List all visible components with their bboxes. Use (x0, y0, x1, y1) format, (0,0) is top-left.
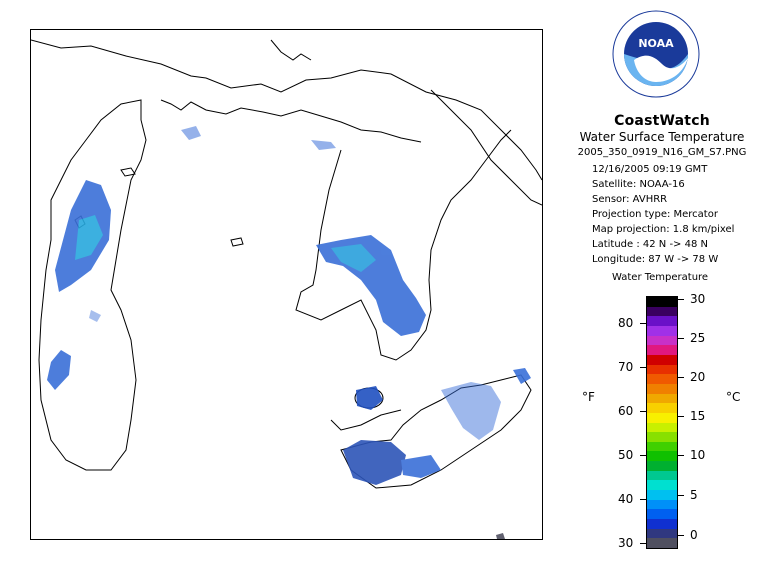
celsius-tick-label: 0 (690, 528, 698, 542)
map-panel[interactable] (30, 29, 543, 540)
datetime-label: 12/16/2005 09:19 GMT (592, 164, 708, 175)
sst-patch-lake-erie-east (441, 382, 501, 440)
projection-type-label: Projection type: Mercator (592, 209, 718, 220)
color-scale-band (647, 538, 677, 549)
color-scale-band (647, 480, 677, 491)
celsius-tick-label: 25 (690, 331, 706, 345)
filename-label: 2005_350_0919_N16_GM_S7.PNG (577, 147, 747, 158)
color-scale-band (647, 345, 677, 356)
legend-panel: NOAA CoastWatch Water Surface Temperatur… (556, 0, 782, 572)
color-scale-band (647, 470, 677, 481)
map-projection-label: Map projection: 1.8 km/pixel (592, 224, 735, 235)
fahrenheit-tick-label: 30 (618, 536, 634, 550)
longitude-label: Longitude: 87 W -> 78 W (592, 254, 719, 265)
sst-patch-south-michigan (47, 350, 71, 390)
celsius-tick (678, 495, 684, 496)
color-scale-band (647, 432, 677, 443)
color-scale-band (647, 461, 677, 472)
noaa-logo-icon: NOAA (612, 10, 700, 98)
color-scale-band (647, 451, 677, 462)
fahrenheit-tick-label: 60 (618, 404, 634, 418)
celsius-tick (678, 455, 684, 456)
color-scale-band (647, 403, 677, 414)
upper-peninsula-coast (31, 39, 542, 181)
celsius-unit-label: °C (726, 390, 741, 404)
color-scale-band (647, 383, 677, 395)
celsius-tick (678, 299, 684, 300)
fahrenheit-tick-label: 50 (618, 448, 634, 462)
celsius-tick (678, 338, 684, 339)
celsius-tick (678, 377, 684, 378)
celsius-tick-label: 10 (690, 448, 706, 462)
fahrenheit-tick-label: 40 (618, 492, 634, 506)
app-title: CoastWatch (614, 113, 710, 129)
fahrenheit-tick (640, 367, 646, 368)
color-scale-band (647, 490, 677, 501)
color-scale-band (647, 519, 677, 530)
fahrenheit-tick (640, 455, 646, 456)
latitude-label: Latitude : 42 N -> 48 N (592, 239, 708, 250)
map-canvas (31, 39, 542, 539)
celsius-tick-label: 20 (690, 370, 706, 384)
color-scale-band (647, 393, 677, 404)
scale-title: Water Temperature (612, 272, 709, 283)
color-scale-band (647, 499, 677, 510)
color-scale-band (647, 316, 677, 327)
celsius-tick (678, 416, 684, 417)
color-scale-bar (646, 296, 678, 549)
celsius-tick-label: 5 (690, 488, 698, 502)
color-scale-band (647, 528, 677, 539)
fahrenheit-tick-label: 80 (618, 316, 634, 330)
color-scale-band (647, 374, 677, 385)
fahrenheit-tick (640, 411, 646, 412)
color-scale-band (647, 335, 677, 346)
color-scale-band (647, 297, 677, 308)
satellite-label: Satellite: NOAA-16 (592, 179, 685, 190)
color-scale-band (647, 354, 677, 366)
fahrenheit-tick (640, 499, 646, 500)
color-scale-band (647, 441, 677, 452)
svg-text:NOAA: NOAA (638, 37, 674, 50)
sst-patch-lake-st-clair (356, 386, 383, 410)
celsius-tick (678, 535, 684, 536)
temperature-overlay (47, 126, 531, 539)
color-scale-band (647, 422, 677, 433)
color-scale-band (647, 412, 677, 423)
product-title: Water Surface Temperature (579, 130, 745, 144)
color-scale-band (647, 509, 677, 520)
sensor-label: Sensor: AVHRR (592, 194, 668, 205)
fahrenheit-tick (640, 543, 646, 544)
fahrenheit-tick (640, 323, 646, 324)
fahrenheit-tick-label: 70 (618, 360, 634, 374)
fahrenheit-unit-label: °F (582, 390, 595, 404)
color-scale-band (647, 306, 677, 317)
color-scale-band (647, 364, 677, 375)
celsius-tick-label: 30 (690, 292, 706, 306)
celsius-tick-label: 15 (690, 409, 706, 423)
sst-patch-lake-erie-west (343, 440, 406, 485)
lake-huron-coast (295, 129, 512, 361)
color-scale-band (647, 325, 677, 337)
lake-michigan-coast (38, 99, 147, 471)
